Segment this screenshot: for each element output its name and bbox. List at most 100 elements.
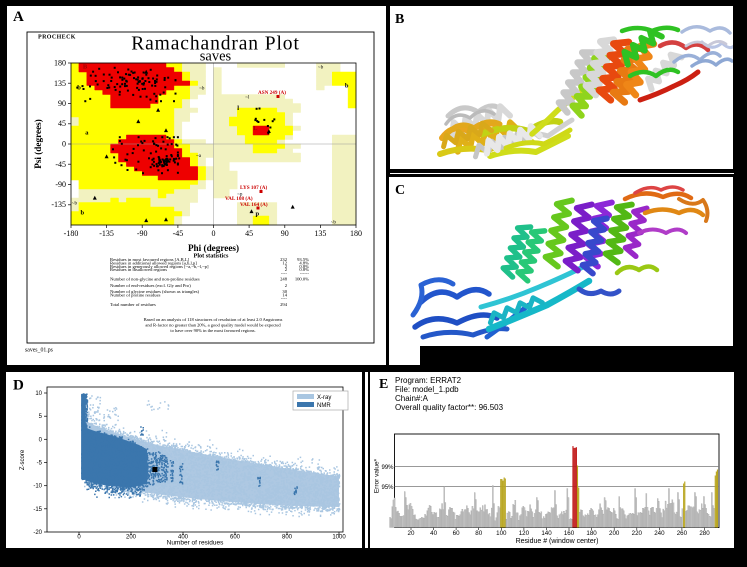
svg-text:0.8%: 0.8% — [299, 267, 309, 272]
svg-text:800: 800 — [282, 534, 293, 540]
svg-text:95%: 95% — [381, 485, 394, 491]
svg-text:VAL 164 (A): VAL 164 (A) — [240, 201, 268, 208]
svg-text:VAL 108 (A): VAL 108 (A) — [225, 195, 253, 202]
svg-text:-135: -135 — [99, 229, 114, 238]
svg-text:~b: ~b — [72, 202, 78, 207]
svg-text:l: l — [237, 105, 239, 112]
svg-text:180: 180 — [350, 229, 362, 238]
svg-text:Program: ERRAT2: Program: ERRAT2 — [395, 376, 462, 385]
svg-text:20: 20 — [407, 530, 414, 537]
svg-text:93.5%: 93.5% — [297, 257, 309, 262]
svg-text:Ramachandran Plot: Ramachandran Plot — [131, 34, 300, 55]
svg-text:240: 240 — [654, 530, 665, 537]
svg-text:Residue # (window center): Residue # (window center) — [515, 538, 598, 545]
svg-text:~p: ~p — [237, 193, 243, 198]
svg-text:L: L — [253, 125, 258, 132]
svg-text:Overall quality factor**: 96.5: Overall quality factor**: 96.503 — [395, 403, 504, 412]
svg-text:~l: ~l — [245, 95, 250, 100]
svg-text:~b: ~b — [318, 66, 324, 71]
svg-text:saves_01.ps: saves_01.ps — [25, 348, 54, 354]
svg-text:260: 260 — [676, 530, 687, 537]
svg-text:Residues in generously allowed: Residues in generously allowed regions [… — [110, 264, 209, 270]
svg-text:0: 0 — [212, 229, 216, 238]
svg-text:-10: -10 — [33, 483, 42, 489]
svg-text:b: b — [345, 83, 349, 90]
svg-text:90: 90 — [58, 99, 66, 108]
svg-text:Number of proline residues: Number of proline residues — [110, 293, 161, 298]
svg-text:99%: 99% — [381, 465, 394, 471]
svg-text:B: B — [395, 12, 404, 27]
svg-text:E: E — [379, 377, 388, 392]
svg-text:400: 400 — [178, 534, 189, 540]
svg-text:------: ------ — [300, 270, 310, 275]
svg-text:-20: -20 — [33, 530, 42, 536]
svg-text:0.8%: 0.8% — [299, 264, 309, 269]
svg-text:to have over 90% in the most f: to have over 90% in the most favoured re… — [170, 328, 255, 333]
svg-text:Residues in disallowed regions: Residues in disallowed regions — [110, 267, 167, 272]
svg-text:Residues in additional allowed: Residues in additional allowed regions [… — [110, 260, 197, 266]
svg-text:C: C — [395, 183, 405, 198]
svg-text:12: 12 — [282, 260, 287, 265]
svg-text:Chain#:A: Chain#:A — [395, 394, 429, 403]
svg-text:45: 45 — [245, 229, 253, 238]
svg-text:NMR: NMR — [317, 403, 331, 409]
svg-text:140: 140 — [541, 530, 552, 537]
svg-text:40: 40 — [430, 530, 437, 537]
svg-text:14: 14 — [282, 293, 287, 298]
svg-text:0: 0 — [62, 140, 66, 149]
svg-text:Number of non-glycine and non-: Number of non-glycine and non-proline re… — [110, 277, 200, 282]
svg-text:2: 2 — [285, 264, 288, 269]
svg-text:2: 2 — [285, 267, 288, 272]
svg-text:1000: 1000 — [332, 534, 346, 540]
svg-text:A: A — [13, 9, 24, 25]
svg-text:~b: ~b — [331, 220, 337, 225]
svg-text:p: p — [256, 210, 260, 217]
svg-text:Total number of residues: Total number of residues — [110, 302, 156, 307]
svg-text:-5: -5 — [37, 460, 43, 466]
svg-text:Number of residues: Number of residues — [167, 539, 224, 546]
svg-text:135: 135 — [54, 79, 66, 88]
svg-text:b: b — [81, 209, 85, 216]
svg-text:Z-score: Z-score — [20, 449, 26, 470]
svg-text:-15: -15 — [33, 506, 42, 512]
svg-text:-135: -135 — [51, 200, 66, 209]
svg-text:Based on an analysis of 118 st: Based on an analysis of 118 structures o… — [144, 317, 283, 322]
svg-text:200: 200 — [126, 534, 137, 540]
svg-text:45: 45 — [58, 119, 66, 128]
svg-text:Number of glycine residues (sh: Number of glycine residues (shown as tri… — [110, 289, 200, 294]
svg-text:X-ray: X-ray — [317, 395, 331, 401]
svg-text:and R-factor no greater than 2: and R-factor no greater than 20%, a good… — [145, 322, 281, 328]
svg-text:2: 2 — [285, 283, 288, 288]
svg-text:160: 160 — [563, 530, 574, 537]
svg-text:5: 5 — [39, 414, 43, 420]
svg-text:0: 0 — [77, 534, 81, 540]
svg-text:100: 100 — [496, 530, 507, 537]
svg-text:-45: -45 — [173, 229, 184, 238]
svg-text:----: ---- — [281, 296, 288, 301]
svg-text:180: 180 — [586, 530, 597, 537]
svg-text:~a: ~a — [196, 154, 202, 159]
svg-text:294: 294 — [280, 302, 288, 307]
svg-text:120: 120 — [518, 530, 529, 537]
svg-text:b: b — [77, 84, 81, 91]
svg-text:100.0%: 100.0% — [295, 277, 309, 282]
svg-text:PROCHECK: PROCHECK — [38, 35, 76, 41]
svg-text:Error value*: Error value* — [373, 458, 380, 493]
svg-text:232: 232 — [280, 257, 288, 262]
svg-text:248: 248 — [280, 277, 288, 282]
svg-text:LYS 107 (A): LYS 107 (A) — [240, 184, 267, 191]
svg-text:File: model_1.pdb: File: model_1.pdb — [395, 385, 459, 394]
svg-text:90: 90 — [281, 229, 289, 238]
svg-text:D: D — [13, 377, 24, 393]
svg-text:-90: -90 — [55, 180, 66, 189]
svg-text:30: 30 — [282, 289, 287, 294]
svg-text:B: B — [83, 64, 88, 71]
svg-text:----: ---- — [281, 270, 288, 275]
svg-text:Number of end-residues (excl.: Number of end-residues (excl. Gly and Pr… — [110, 283, 191, 288]
svg-text:-90: -90 — [137, 229, 148, 238]
svg-text:Plot statistics: Plot statistics — [194, 253, 229, 260]
svg-text:10: 10 — [35, 391, 42, 397]
svg-text:~b: ~b — [199, 86, 205, 91]
svg-text:4.8%: 4.8% — [299, 260, 309, 265]
svg-text:0: 0 — [39, 437, 43, 443]
